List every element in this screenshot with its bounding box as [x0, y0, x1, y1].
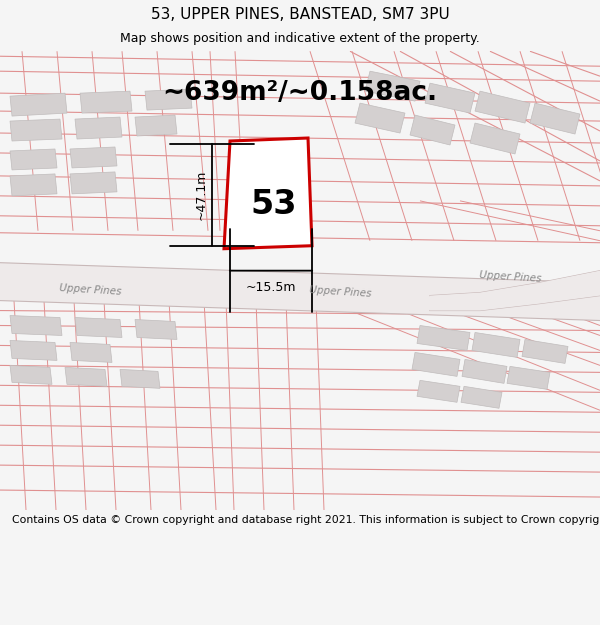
Text: Upper Pines: Upper Pines	[59, 282, 121, 296]
Polygon shape	[70, 147, 117, 168]
Polygon shape	[365, 71, 420, 101]
Polygon shape	[65, 368, 107, 386]
Polygon shape	[472, 332, 520, 357]
Text: Contains OS data © Crown copyright and database right 2021. This information is : Contains OS data © Crown copyright and d…	[12, 515, 600, 525]
Text: ~47.1m: ~47.1m	[195, 169, 208, 220]
Polygon shape	[10, 119, 62, 141]
Polygon shape	[75, 318, 122, 338]
Polygon shape	[410, 115, 455, 145]
Polygon shape	[70, 172, 117, 194]
Polygon shape	[430, 271, 600, 311]
Polygon shape	[135, 115, 177, 136]
Polygon shape	[470, 123, 520, 154]
Polygon shape	[75, 117, 122, 139]
Polygon shape	[0, 262, 600, 321]
Polygon shape	[10, 341, 57, 361]
Polygon shape	[10, 93, 67, 116]
Text: Upper Pines: Upper Pines	[308, 285, 371, 299]
Polygon shape	[522, 339, 568, 363]
Text: Map shows position and indicative extent of the property.: Map shows position and indicative extent…	[120, 32, 480, 45]
Polygon shape	[425, 83, 475, 113]
Polygon shape	[507, 366, 550, 389]
Text: Upper Pines: Upper Pines	[479, 270, 541, 284]
Polygon shape	[462, 359, 507, 383]
Polygon shape	[120, 369, 160, 388]
Polygon shape	[10, 316, 62, 336]
Polygon shape	[70, 342, 112, 362]
Polygon shape	[145, 89, 192, 110]
Polygon shape	[10, 174, 57, 196]
Text: ~639m²/~0.158ac.: ~639m²/~0.158ac.	[163, 80, 437, 106]
Polygon shape	[461, 386, 502, 408]
Polygon shape	[355, 103, 405, 133]
Polygon shape	[224, 138, 312, 249]
Polygon shape	[417, 381, 460, 402]
Polygon shape	[80, 91, 132, 113]
Text: ~15.5m: ~15.5m	[246, 281, 296, 294]
Polygon shape	[417, 326, 470, 351]
Polygon shape	[530, 103, 580, 134]
Text: 53, UPPER PINES, BANSTEAD, SM7 3PU: 53, UPPER PINES, BANSTEAD, SM7 3PU	[151, 7, 449, 22]
Polygon shape	[412, 352, 460, 376]
Text: 53: 53	[251, 188, 297, 221]
Polygon shape	[10, 366, 52, 384]
Polygon shape	[475, 91, 530, 123]
Polygon shape	[135, 319, 177, 339]
Polygon shape	[10, 149, 57, 170]
